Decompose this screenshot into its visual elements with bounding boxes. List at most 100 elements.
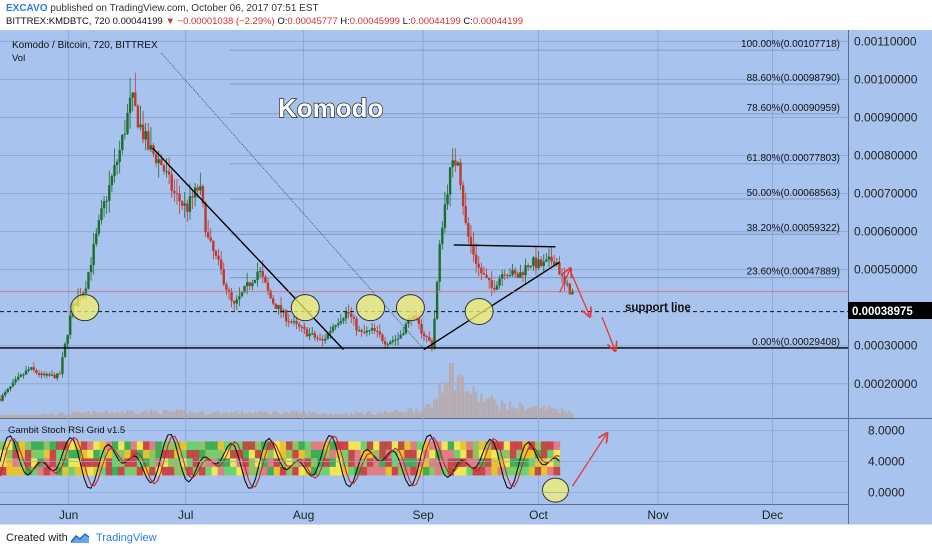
stoch-grid-cell bbox=[174, 458, 181, 467]
volume-bar bbox=[217, 411, 220, 418]
candle-body bbox=[529, 265, 532, 268]
volume-bar bbox=[56, 415, 59, 418]
candle-body bbox=[357, 330, 361, 332]
volume-bars bbox=[0, 363, 574, 418]
volume-bar bbox=[282, 412, 285, 418]
stoch-grid-cell bbox=[31, 449, 38, 459]
volume-bar bbox=[433, 399, 436, 418]
stoch-grid-cell bbox=[447, 466, 455, 476]
candle-body bbox=[149, 145, 153, 150]
stoch-grid-cell bbox=[49, 449, 57, 459]
candle-body bbox=[227, 289, 231, 292]
stoch-grid-cell bbox=[87, 466, 94, 476]
stoch-grid-cell bbox=[478, 466, 486, 476]
volume-bar bbox=[274, 411, 277, 418]
fib-label: 23.60%(0.00047889) bbox=[747, 267, 840, 278]
stoch-grid-cell bbox=[31, 466, 38, 476]
volume-bar bbox=[123, 413, 126, 418]
stoch-grid-cell bbox=[466, 466, 474, 476]
stoch-grid-cell bbox=[223, 441, 231, 450]
volume-bar bbox=[209, 414, 212, 418]
tradingview-link[interactable]: TradingView bbox=[96, 532, 157, 544]
candle-body bbox=[539, 259, 543, 267]
ohlc-line: BITTREX:KMDBTC, 720 0.00044199 ▼ −0.0000… bbox=[6, 16, 523, 27]
volume-bar bbox=[430, 407, 434, 418]
stoch-grid-cell bbox=[422, 458, 430, 467]
volume-bar bbox=[449, 363, 452, 418]
candle-body bbox=[446, 194, 449, 205]
stoch-grid-cell bbox=[37, 466, 45, 476]
volume-bar bbox=[277, 413, 280, 418]
stoch-grid-cell bbox=[360, 449, 368, 459]
candle-body bbox=[472, 244, 475, 255]
stoch-grid-cell bbox=[329, 466, 337, 476]
stoch-grid-cell bbox=[111, 466, 119, 476]
indicator-highlight-circle bbox=[541, 477, 569, 503]
stoch-grid-cell bbox=[429, 466, 436, 476]
stoch-grid-cell bbox=[478, 458, 486, 467]
candle-body bbox=[162, 165, 166, 172]
volume-bar bbox=[79, 412, 82, 418]
price-chart[interactable]: 100.00%(0.00107718) 88.60%(0.00098790) 78.… bbox=[0, 30, 932, 524]
volume-bar bbox=[168, 411, 171, 418]
candle-body bbox=[298, 323, 301, 327]
stoch-grid-cell bbox=[547, 449, 554, 459]
author-name[interactable]: EXCAVO bbox=[6, 3, 48, 14]
stoch-grid-cell bbox=[143, 441, 150, 450]
volume-bar bbox=[409, 408, 413, 418]
candle-body bbox=[206, 232, 210, 238]
candle-body bbox=[264, 276, 267, 283]
candle-body bbox=[373, 328, 376, 331]
volume-bar bbox=[220, 414, 223, 418]
volume-bar bbox=[443, 382, 447, 418]
stoch-grid-cell bbox=[80, 441, 88, 450]
stoch-grid-cell bbox=[24, 441, 32, 450]
fib-label: 61.80%(0.00077803) bbox=[747, 153, 840, 164]
stoch-grid-cell bbox=[410, 458, 418, 467]
stoch-grid-cell bbox=[68, 441, 76, 450]
stoch-grid-cell bbox=[267, 458, 275, 467]
volume-bar bbox=[391, 411, 394, 418]
candle-body bbox=[154, 153, 158, 164]
candle-body bbox=[48, 373, 51, 376]
volume-bar bbox=[4, 414, 7, 418]
grid bbox=[0, 30, 848, 504]
stoch-grid-cell bbox=[410, 466, 418, 476]
stoch-grid-cell bbox=[286, 458, 293, 467]
drawings bbox=[0, 52, 848, 350]
volume-bar bbox=[550, 407, 553, 418]
volume-bar bbox=[152, 411, 155, 418]
candle-body bbox=[495, 285, 499, 290]
stoch-grid-cell bbox=[174, 466, 181, 476]
close-value: 0.00044199 bbox=[472, 16, 524, 27]
candle-body bbox=[456, 162, 460, 166]
volume-bar bbox=[191, 411, 194, 418]
price-tick-label: 0.00100000 bbox=[854, 72, 918, 86]
stoch-grid-cell bbox=[503, 441, 511, 450]
candle-body bbox=[201, 186, 205, 204]
stoch-grid-cell bbox=[385, 466, 393, 476]
stoch-grid-cell bbox=[416, 458, 424, 467]
candle-body bbox=[6, 388, 10, 393]
stoch-grid-cell bbox=[422, 466, 430, 476]
candle-body bbox=[461, 185, 465, 207]
volume-bar bbox=[308, 411, 311, 418]
volume-bar bbox=[204, 414, 207, 418]
stoch-grid-cell bbox=[541, 458, 548, 467]
volume-bar bbox=[352, 415, 355, 418]
candle-body bbox=[469, 236, 473, 245]
candle-body bbox=[560, 274, 564, 276]
stoch-grid-cell bbox=[130, 458, 138, 467]
volume-bar bbox=[503, 403, 506, 418]
candle-body bbox=[261, 271, 264, 277]
candle-body bbox=[222, 269, 225, 285]
volume-bar bbox=[246, 413, 249, 418]
stoch-grid-cell bbox=[342, 449, 349, 459]
volume-bar bbox=[482, 401, 486, 418]
candle-body bbox=[399, 335, 402, 339]
candle-body bbox=[422, 333, 426, 337]
stoch-grid-cell bbox=[310, 441, 318, 450]
candle-body bbox=[165, 171, 168, 173]
stoch-grid-cell bbox=[435, 466, 443, 476]
candle-body bbox=[183, 203, 186, 206]
